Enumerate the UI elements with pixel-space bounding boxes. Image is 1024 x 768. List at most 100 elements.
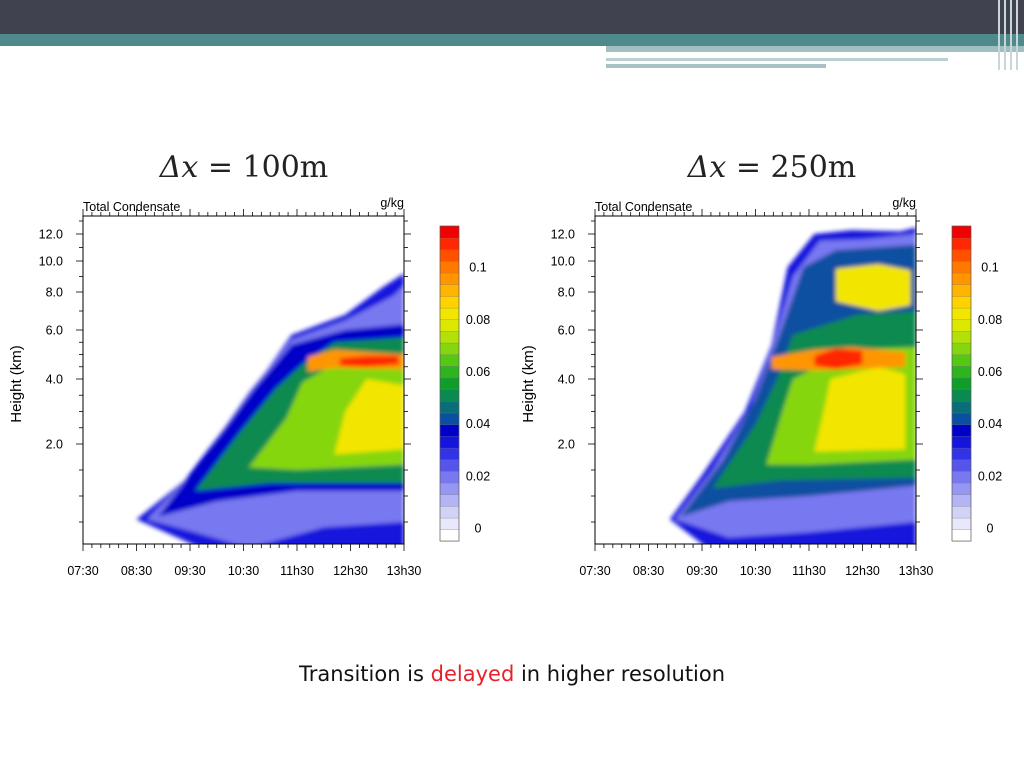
decorative-stripe — [606, 46, 1024, 52]
x-tick-label: 12h30 — [845, 564, 880, 578]
x-tick-label: 08:30 — [633, 564, 664, 578]
colorbar-swatch — [439, 470, 460, 484]
colorbar-swatch — [951, 447, 972, 460]
slide-accent-bar — [0, 34, 1024, 46]
colorbar-tick-label: 0.02 — [466, 469, 490, 483]
colorbar-swatch — [951, 225, 972, 239]
colorbar-swatch — [439, 377, 460, 390]
colorbar-swatch — [951, 400, 972, 414]
x-tick-label: 10:30 — [740, 564, 771, 578]
colorbar-swatch — [439, 260, 460, 274]
y-tick-label: 6.0 — [46, 324, 63, 338]
colorbar-tick-label: 0.08 — [978, 313, 1002, 327]
colorbar-swatch — [951, 295, 972, 309]
colorbar-tick-label: 0.08 — [466, 313, 490, 327]
chart-250m: Total Condensate g/kg 07:30 08:30 09:30 10:30… — [520, 196, 1002, 578]
panel-title-100m: Δx = 100m — [124, 150, 364, 185]
colorbar-swatch — [951, 260, 972, 274]
colorbar-swatch — [439, 424, 460, 437]
colorbar-swatch — [439, 494, 460, 507]
colorbar-swatch — [951, 342, 972, 355]
x-tick-label: 11h30 — [792, 564, 826, 578]
colorbar-swatch — [951, 237, 972, 250]
colorbar-tick-label: 0.06 — [466, 365, 490, 379]
colorbar-swatch — [439, 447, 460, 460]
colorbar-swatch — [439, 319, 460, 332]
colorbar-swatch — [951, 377, 972, 390]
contour-level-7 — [339, 355, 399, 367]
colorbar-tick-label: 0.04 — [978, 417, 1002, 431]
colorbar-swatch — [951, 424, 972, 437]
slide-header-bar — [0, 0, 1024, 34]
colorbar-swatch — [951, 354, 972, 367]
colorbar-swatch — [439, 249, 460, 262]
panel-title-rhs: = 100m — [198, 150, 329, 185]
x-tick-label: 07:30 — [579, 564, 610, 578]
x-tick-label: 12h30 — [333, 564, 368, 578]
colorbar-swatch — [439, 400, 460, 414]
colorbar-swatch — [951, 412, 972, 425]
colorbar-swatch — [439, 225, 460, 239]
x-tick-label: 13h30 — [387, 564, 422, 578]
panel-title-lhs: Δx — [687, 150, 727, 185]
decorative-stripe — [606, 58, 948, 61]
colorbar-swatch — [439, 307, 460, 320]
colorbar-swatch — [439, 330, 460, 344]
y-tick-label: 8.0 — [558, 286, 575, 300]
colorbar-swatch — [439, 295, 460, 309]
colorbar-frame — [439, 225, 460, 542]
x-tick-label: 13h30 — [899, 564, 934, 578]
x-tick-label: 08:30 — [121, 564, 152, 578]
colorbar-swatch — [439, 284, 460, 297]
colorbar-swatch — [951, 389, 972, 402]
colorbar-tick-label: 0.04 — [466, 417, 490, 431]
caption-text-after: in higher resolution — [514, 662, 726, 686]
colorbar-swatch — [439, 272, 460, 285]
y-axis-label: Height (km) — [8, 345, 25, 423]
caption-text-before: Transition is — [298, 662, 431, 686]
condensate-charts: Total Condensate g/kg 07:30 08:30 09:30 10:30… — [8, 196, 1002, 578]
chart-title: Total Condensate — [595, 200, 692, 214]
colorbar-swatch — [439, 342, 460, 355]
colorbar-swatch — [951, 319, 972, 332]
x-tick-label: 09:30 — [174, 564, 205, 578]
colorbar-tick-label: 0.06 — [978, 365, 1002, 379]
colorbar-swatch — [439, 529, 460, 542]
chart-100m: Total Condensate g/kg 07:30 08:30 09:30 10:30… — [8, 196, 490, 578]
panel-title-lhs: Δx — [159, 150, 199, 185]
colorbar-swatch — [951, 365, 972, 379]
colorbar-swatch — [439, 517, 460, 530]
chart-units: g/kg — [892, 196, 916, 210]
x-tick-label: 09:30 — [686, 564, 717, 578]
colorbar-swatch — [439, 459, 460, 472]
colorbar-frame — [951, 225, 972, 542]
y-tick-label: 4.0 — [46, 373, 63, 387]
y-axis-label: Height (km) — [520, 345, 537, 423]
chart-units: g/kg — [380, 196, 404, 210]
colorbar-swatch — [439, 365, 460, 379]
y-tick-label: 12.0 — [551, 228, 575, 242]
contour-fill — [669, 227, 916, 544]
colorbar-swatch — [951, 249, 972, 262]
colorbar-swatch — [951, 482, 972, 495]
decorative-corner-lines — [994, 0, 1024, 70]
y-tick-label: 8.0 — [46, 286, 63, 300]
x-tick-label: 11h30 — [280, 564, 314, 578]
colorbar-tick-label: 0.1 — [469, 261, 486, 275]
colorbar-swatch — [951, 517, 972, 530]
x-tick-label: 10:30 — [228, 564, 259, 578]
y-tick-label: 6.0 — [558, 324, 575, 338]
chart-title: Total Condensate — [83, 200, 180, 214]
colorbar-swatch — [439, 505, 460, 519]
panel-title-rhs: = 250m — [726, 150, 857, 185]
y-tick-label: 10.0 — [39, 255, 63, 269]
colorbar-swatch — [951, 435, 972, 449]
y-tick-label: 2.0 — [558, 438, 575, 452]
panel-title-250m: Δx = 250m — [652, 150, 892, 185]
contour-level-5 — [814, 366, 906, 452]
colorbar-swatch — [951, 284, 972, 297]
colorbar-swatch — [951, 494, 972, 507]
colorbar-swatch — [439, 237, 460, 250]
colorbar-tick-label: 0.02 — [978, 469, 1002, 483]
colorbar-swatch — [951, 272, 972, 285]
